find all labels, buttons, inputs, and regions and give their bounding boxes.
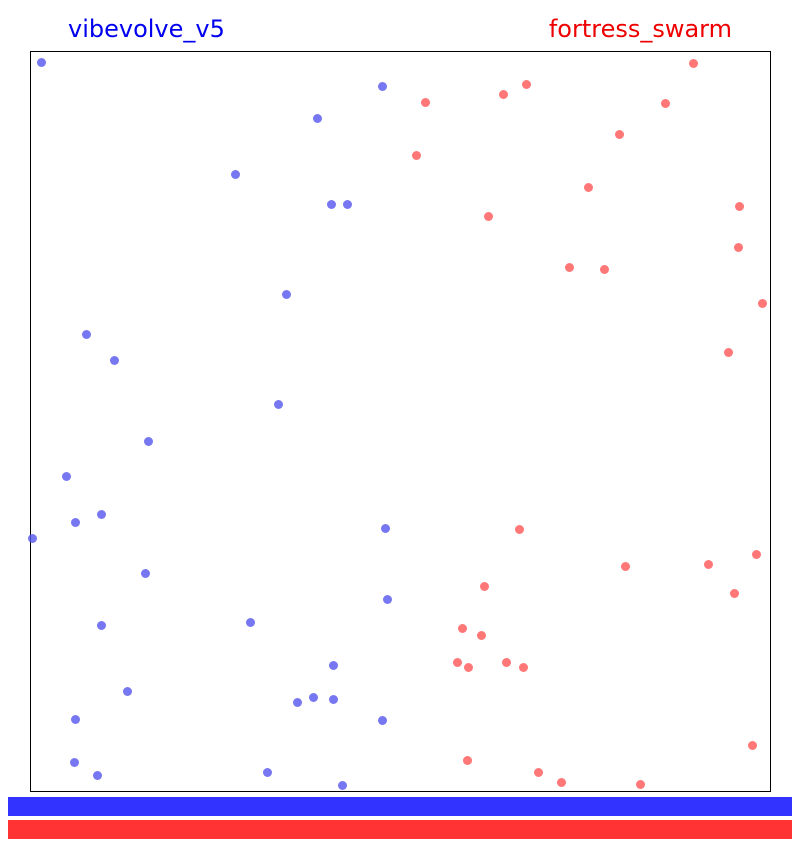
blue-unit [28, 534, 37, 543]
blue-unit [71, 518, 80, 527]
red-unit [522, 80, 531, 89]
red-unit [689, 59, 698, 68]
red-unit [453, 658, 462, 667]
blue-unit [327, 200, 336, 209]
red-unit [464, 663, 473, 672]
blue-unit [110, 356, 119, 365]
blue-unit [282, 290, 291, 299]
red-unit [557, 778, 566, 787]
red-unit [752, 550, 761, 559]
red-unit [463, 756, 472, 765]
red-unit [477, 631, 486, 640]
red-unit [636, 780, 645, 789]
blue-unit [70, 758, 79, 767]
blue-unit [231, 170, 240, 179]
red-health-bar [8, 820, 792, 839]
blue-health-bar [8, 797, 792, 816]
red-unit [735, 202, 744, 211]
blue-unit [329, 661, 338, 670]
red-unit [758, 299, 767, 308]
blue-unit [93, 771, 102, 780]
blue-unit [263, 768, 272, 777]
blue-unit [144, 437, 153, 446]
red-unit [600, 265, 609, 274]
red-unit [515, 525, 524, 534]
player-name-right: fortress_swarm [548, 15, 732, 43]
red-unit [734, 243, 743, 252]
blue-unit [141, 569, 150, 578]
blue-unit [309, 693, 318, 702]
red-unit [724, 348, 733, 357]
red-unit [458, 624, 467, 633]
red-unit [421, 98, 430, 107]
red-unit [615, 130, 624, 139]
blue-unit [383, 595, 392, 604]
blue-unit [338, 781, 347, 790]
red-unit [565, 263, 574, 272]
red-unit [584, 183, 593, 192]
red-unit [704, 560, 713, 569]
red-unit [519, 663, 528, 672]
blue-unit [123, 687, 132, 696]
blue-unit [274, 400, 283, 409]
arena-border [30, 51, 771, 792]
blue-unit [343, 200, 352, 209]
blue-unit [97, 621, 106, 630]
red-unit [661, 99, 670, 108]
blue-unit [37, 58, 46, 67]
blue-units [28, 58, 392, 790]
blue-unit [246, 618, 255, 627]
red-unit [534, 768, 543, 777]
red-unit [748, 741, 757, 750]
blue-unit [313, 114, 322, 123]
blue-unit [71, 715, 80, 724]
red-units [412, 59, 767, 789]
blue-unit [293, 698, 302, 707]
blue-unit [378, 82, 387, 91]
red-unit [480, 582, 489, 591]
red-unit [502, 658, 511, 667]
red-unit [730, 589, 739, 598]
blue-unit [82, 330, 91, 339]
blue-unit [378, 716, 387, 725]
blue-unit [97, 510, 106, 519]
blue-unit [329, 695, 338, 704]
red-unit [484, 212, 493, 221]
red-unit [412, 151, 421, 160]
red-unit [621, 562, 630, 571]
red-unit [499, 90, 508, 99]
blue-unit [62, 472, 71, 481]
blue-unit [381, 524, 390, 533]
player-name-left: vibevolve_v5 [68, 15, 225, 43]
